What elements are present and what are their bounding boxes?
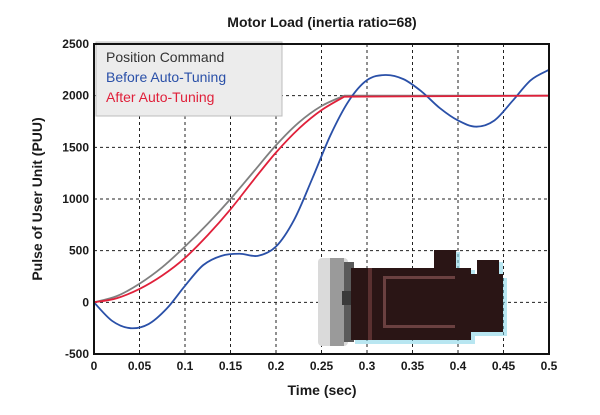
y-tick-label: -500 (65, 347, 89, 361)
x-tick-label: 0.5 (541, 359, 558, 373)
x-axis-label: Time (sec) (288, 382, 357, 398)
x-tick-label: 0.2 (268, 359, 285, 373)
plot-frame (93, 43, 550, 355)
series-after-auto-tuning (93, 94, 550, 304)
y-tick-label: 1500 (62, 140, 89, 154)
x-tick-label: 0.05 (128, 359, 152, 373)
series-before-auto-tuning (93, 69, 550, 330)
x-tick-label: 0 (91, 359, 98, 373)
series-layer (93, 69, 550, 330)
x-tick-label: 0.25 (310, 359, 334, 373)
x-tick-label: 0.1 (177, 359, 194, 373)
motor-illustration (318, 250, 507, 346)
y-tick-label: 0 (82, 295, 89, 309)
x-tick-label: 0.35 (401, 359, 425, 373)
x-tick-label: 0.4 (450, 359, 467, 373)
x-tick-label: 0.3 (359, 359, 376, 373)
legend: Position Command Before Auto-Tuning Afte… (95, 41, 283, 117)
y-tick-label: 2500 (62, 37, 89, 51)
chart-title: Motor Load (inertia ratio=68) (227, 14, 416, 30)
y-tick-label: 1000 (62, 192, 89, 206)
legend-entry-after-auto-tuning: After Auto-Tuning (106, 89, 214, 105)
x-tick-label: 0.45 (492, 359, 516, 373)
series-position-command (93, 94, 549, 304)
y-axis-label: Pulse of User Unit (PUU) (29, 117, 45, 280)
x-tick-label: 0.15 (219, 359, 243, 373)
legend-box (95, 41, 283, 117)
y-tick-label: 500 (69, 244, 89, 258)
y-tick-label: 2000 (62, 89, 89, 103)
tick-labels: 0 0.05 0.1 0.15 0.2 0.25 0.3 0.35 0.4 0.45 0.5 2500… (62, 37, 557, 373)
legend-entry-position-command: Position Command (106, 49, 224, 65)
legend-entry-before-auto-tuning: Before Auto-Tuning (106, 69, 226, 85)
